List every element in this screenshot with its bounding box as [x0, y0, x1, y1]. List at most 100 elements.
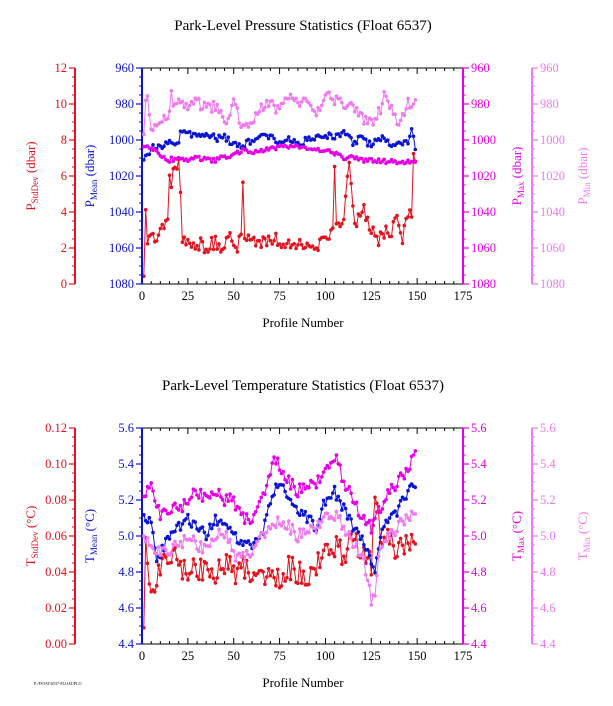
std-data-point: [252, 235, 256, 240]
std-data-point: [268, 238, 273, 243]
mean-data-point: [387, 516, 392, 520]
std-data-point: [169, 185, 174, 190]
std-data-point: [202, 250, 207, 255]
min-data-point: [301, 527, 306, 531]
std-data-point: [296, 581, 300, 586]
std-data-point: [398, 231, 403, 235]
max-data-point: [200, 158, 205, 162]
mean-data-point: [323, 503, 328, 507]
mean-data-point: [220, 135, 225, 140]
std-data-point: [233, 581, 238, 586]
max-data-point: [360, 156, 364, 161]
mean-data-point: [331, 491, 335, 495]
max-data-point: [288, 487, 293, 491]
mean-data-point: [211, 132, 216, 136]
mean-data-point: [272, 136, 276, 141]
std-data-point: [288, 245, 293, 250]
mean-axis-tick-label: 1040: [109, 205, 134, 219]
max-data-point: [158, 517, 163, 522]
min-data-point: [164, 548, 168, 552]
std-data-point: [354, 224, 359, 229]
min-data-point: [318, 525, 322, 530]
mean-data-point: [202, 530, 207, 535]
mean-data-point: [246, 137, 251, 142]
max-data-point: [162, 154, 166, 159]
mean-data-point: [332, 484, 337, 489]
mean-data-point: [413, 147, 418, 152]
std-data-point: [169, 560, 174, 565]
min-data-point: [364, 114, 368, 119]
min-axis-tick-label: 4.8: [540, 565, 556, 579]
mean-data-point: [332, 137, 337, 141]
std-data-point: [391, 543, 396, 548]
std-data-point: [320, 556, 324, 560]
mean-data-point: [189, 525, 194, 529]
min-data-point: [395, 529, 399, 534]
mean-data-point: [338, 499, 342, 503]
min-data-point: [228, 537, 232, 542]
std-data-point: [180, 577, 185, 581]
std-data-point: [345, 547, 350, 551]
max-data-point: [252, 512, 256, 517]
min-data-point: [220, 533, 225, 537]
std-data-point: [176, 563, 181, 567]
mean-data-point: [342, 129, 346, 133]
std-data-point: [327, 237, 331, 241]
max-data-point: [211, 156, 216, 161]
max-data-point: [404, 160, 408, 165]
max-data-point: [233, 508, 238, 512]
std-data-point: [285, 575, 289, 580]
std-data-point: [281, 242, 286, 247]
std-series-line: [143, 153, 416, 277]
min-data-point: [191, 102, 196, 106]
std-data-point: [217, 558, 221, 562]
max-axis-tick-label: 5.6: [471, 421, 487, 435]
max-data-point: [299, 490, 304, 495]
temperature-chart-title: Park-Level Temperature Statistics (Float…: [162, 378, 444, 394]
std-data-point: [325, 542, 330, 547]
min-data-point: [224, 529, 229, 534]
min-data-point: [321, 515, 326, 519]
mean-data-point: [208, 522, 212, 526]
std-data-point: [360, 210, 364, 215]
std-data-point: [387, 542, 392, 546]
max-data-point: [391, 485, 396, 490]
max-data-point: [228, 492, 232, 496]
std-axis-tick-label: 6: [61, 169, 67, 183]
std-data-point: [230, 239, 234, 243]
mean-data-point: [378, 138, 383, 143]
std-data-point: [182, 235, 186, 239]
min-series-line: [143, 89, 416, 135]
x-tick-label: 175: [454, 289, 473, 303]
min-data-point: [378, 112, 383, 116]
min-data-point: [411, 102, 416, 106]
std-data-point: [279, 245, 284, 250]
min-data-point: [386, 99, 390, 103]
std-data-point: [257, 238, 262, 243]
min-data-point: [380, 545, 385, 549]
mean-data-point: [252, 540, 256, 545]
max-data-point: [398, 471, 403, 475]
min-data-point: [353, 110, 357, 114]
pressure-x-axis-label: Profile Number: [262, 315, 344, 330]
std-data-point: [283, 579, 287, 583]
std-data-point: [263, 582, 267, 586]
min-data-point: [292, 529, 297, 534]
min-data-point: [167, 109, 172, 113]
std-data-point: [230, 569, 234, 574]
std-data-point: [167, 173, 172, 177]
mean-data-point: [204, 537, 208, 542]
mean-data-point: [343, 506, 348, 511]
min-data-point: [274, 525, 278, 530]
std-data-point: [386, 527, 390, 532]
max-data-point: [169, 510, 174, 515]
min-data-point: [409, 509, 414, 514]
mean-data-point: [176, 141, 181, 145]
mean-data-point: [365, 144, 370, 148]
min-data-point: [331, 97, 335, 102]
min-data-point: [191, 534, 196, 538]
max-data-point: [226, 499, 230, 504]
min-data-point: [244, 121, 249, 126]
max-data-point: [402, 476, 407, 481]
std-data-point: [386, 231, 390, 235]
